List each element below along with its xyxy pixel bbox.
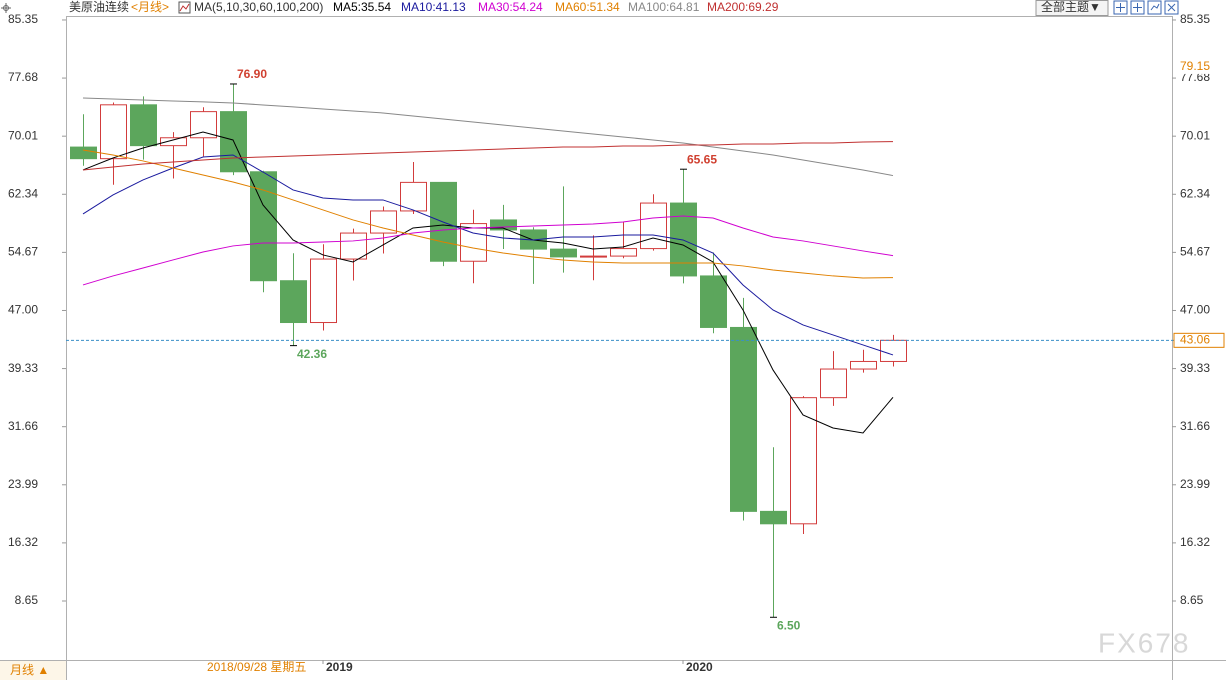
- candle-body: [670, 202, 697, 277]
- y-tick-label: 85.35: [8, 12, 38, 26]
- candle-body: [220, 111, 247, 173]
- y2-tick-label: 39.33: [1180, 361, 1210, 375]
- y-tick-label: 77.68: [8, 70, 38, 84]
- legend-entry: MA30:54.24: [478, 0, 543, 14]
- candle-body: [550, 248, 577, 258]
- y-tick-label: 39.33: [8, 361, 38, 375]
- ma-line: [82, 97, 894, 177]
- candle-body: [790, 397, 817, 525]
- y2-tick-label: 47.00: [1180, 303, 1210, 317]
- legend-entry: MA5:35.54: [333, 0, 391, 14]
- candle-body: [490, 219, 517, 231]
- x-tick-label: 2020: [686, 660, 713, 674]
- y2-tick-label: 85.35: [1180, 12, 1210, 26]
- candle-body: [850, 360, 877, 370]
- last-price-box: [1173, 332, 1225, 348]
- y2-tick-label: 54.67: [1180, 245, 1210, 259]
- title: 美原油连续: [69, 0, 129, 14]
- legend-entry: MA60:51.34: [555, 0, 620, 14]
- y2-tick-label: 8.65: [1180, 593, 1204, 607]
- candle-body: [580, 255, 607, 258]
- candle-body: [310, 258, 337, 324]
- ma-header: MA(5,10,30,60,100,200): [194, 0, 323, 14]
- candle-body: [730, 326, 757, 512]
- y2-tick-label: 62.34: [1180, 186, 1210, 200]
- candle-body: [370, 210, 397, 234]
- ma-line: [82, 215, 894, 286]
- y-tick-label: 23.99: [8, 477, 38, 491]
- y2-tick-label: 23.99: [1180, 477, 1210, 491]
- legend-entry: MA100:64.81: [628, 0, 700, 14]
- cursor-value: 79.15: [1180, 59, 1210, 73]
- period-button[interactable]: 月线 ▲: [10, 663, 49, 677]
- candle-body: [190, 111, 217, 139]
- x-tick-label: 2019: [326, 660, 353, 674]
- legend-entry: MA10:41.13: [401, 0, 466, 14]
- crosshair-icon: [1, 3, 11, 13]
- candle-body: [400, 181, 427, 212]
- period: <月线>: [131, 0, 169, 14]
- y-tick-label: 54.67: [8, 245, 38, 259]
- y-tick-label: 62.34: [8, 186, 38, 200]
- candle-body: [760, 510, 787, 525]
- cursor-value-bg: [1174, 59, 1224, 74]
- theme-button[interactable]: [1035, 0, 1109, 16]
- extreme-label: 65.65: [687, 152, 717, 166]
- y2-tick-label: 16.32: [1180, 535, 1210, 549]
- candle-body: [340, 232, 367, 260]
- y-tick-label: 8.65: [15, 593, 39, 607]
- legend-entry: MA200:69.29: [707, 0, 779, 14]
- ma-line: [82, 154, 894, 356]
- candle-body: [160, 137, 187, 147]
- y2-tick-label: 31.66: [1180, 419, 1210, 433]
- candle-body: [700, 275, 727, 328]
- y-tick-label: 31.66: [8, 419, 38, 433]
- candle-body: [820, 368, 847, 399]
- toolbar-icons[interactable]: [1113, 0, 1179, 15]
- candle-body: [460, 223, 487, 262]
- watermark: FX678: [1098, 627, 1191, 658]
- ma-icon-line: [179, 3, 190, 12]
- ma-line: [82, 149, 894, 279]
- candle-body: [70, 146, 97, 160]
- candle-body: [280, 280, 307, 324]
- y-tick-label: 16.32: [8, 535, 38, 549]
- extreme-label: 76.90: [237, 67, 267, 81]
- candle-body: [100, 104, 127, 160]
- extreme-label: 6.50: [777, 618, 801, 632]
- last-price-label: 43.06: [1180, 332, 1210, 346]
- period-button-bg[interactable]: [0, 661, 66, 680]
- candle-body: [610, 248, 637, 257]
- theme-button-label: 全部主题▼: [1041, 0, 1101, 14]
- y-tick-label: 70.01: [8, 128, 38, 142]
- candle-body: [130, 104, 157, 147]
- candle-body: [880, 339, 907, 362]
- y2-tick-label: 70.01: [1180, 128, 1210, 142]
- cursor-date: 2018/09/28 星期五: [207, 660, 306, 674]
- y-tick-label: 47.00: [8, 303, 38, 317]
- extreme-label: 42.36: [297, 347, 327, 361]
- candle-body: [640, 202, 667, 250]
- ma-line: [82, 141, 894, 171]
